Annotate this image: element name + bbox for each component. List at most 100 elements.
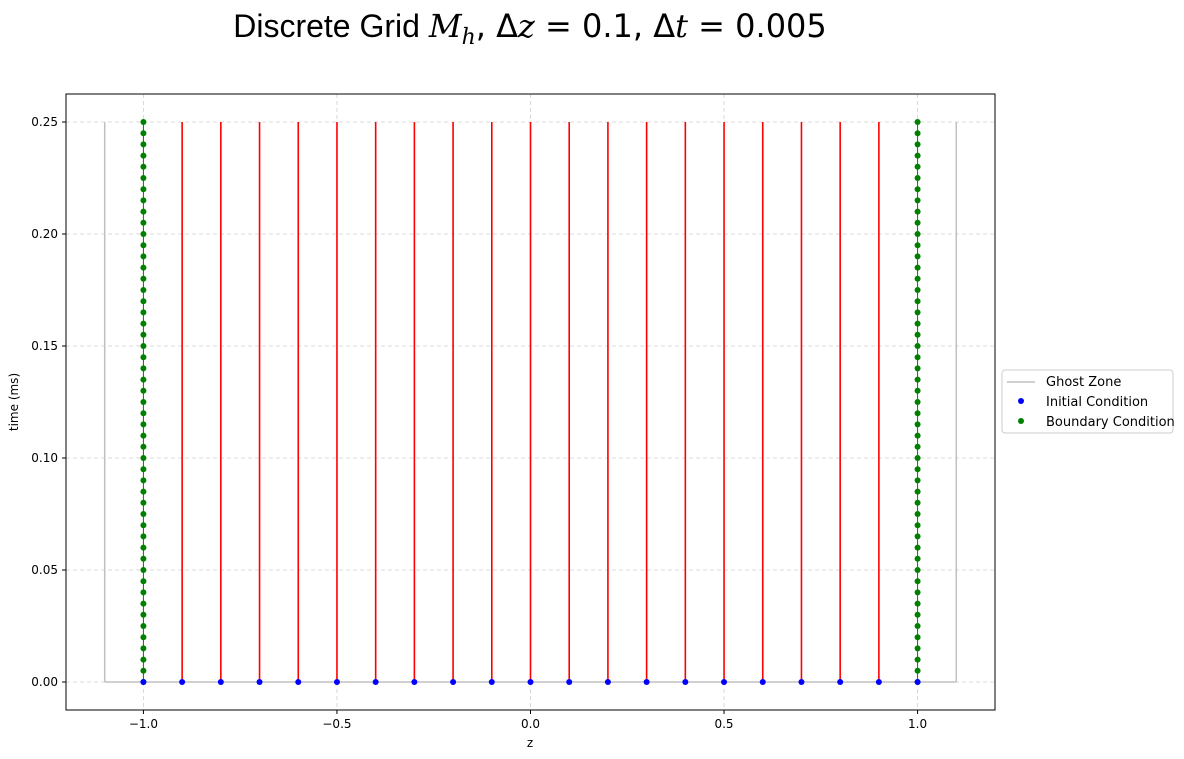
initial-condition-point — [295, 679, 302, 685]
data-points — [140, 119, 921, 685]
boundary-condition-point — [914, 544, 921, 551]
y-tick-label: 0.25 — [31, 115, 58, 129]
boundary-condition-point — [914, 567, 921, 573]
boundary-condition-point — [140, 275, 147, 282]
x-tick-label: 0.5 — [714, 717, 733, 731]
boundary-condition-point — [140, 667, 147, 674]
interior-grid-lines — [181, 122, 880, 682]
initial-condition-point — [179, 679, 186, 685]
boundary-condition-point — [140, 611, 147, 618]
legend-boundary-condition-label: Boundary Condition — [1046, 415, 1175, 430]
boundary-condition-point — [914, 656, 921, 663]
boundary-condition-point — [140, 264, 147, 271]
boundary-condition-point — [140, 387, 147, 394]
boundary-condition-point — [914, 287, 921, 293]
initial-condition-point — [140, 679, 147, 685]
boundary-condition-point — [914, 623, 921, 629]
boundary-condition-point — [914, 421, 921, 428]
y-tick-label: 0.10 — [31, 451, 58, 465]
boundary-condition-point — [140, 567, 147, 573]
initial-condition-point — [256, 679, 263, 685]
boundary-condition-point — [140, 410, 147, 417]
legend: Ghost Zone Initial Condition Boundary Co… — [1001, 369, 1175, 434]
title-dz-value: 0.1 — [582, 7, 633, 45]
boundary-condition-point — [914, 253, 921, 260]
boundary-condition-point — [914, 533, 921, 540]
boundary-condition-point — [914, 309, 921, 316]
y-axis-ticks: 0.00 0.05 0.10 0.15 0.20 0.25 — [31, 115, 66, 689]
boundary-condition-point — [914, 175, 921, 181]
boundary-condition-point — [914, 477, 921, 484]
initial-condition-point — [914, 679, 921, 685]
boundary-condition-point — [140, 343, 147, 349]
boundary-condition-point — [914, 600, 921, 607]
title-symbol: M — [428, 7, 463, 45]
initial-condition-point — [604, 679, 611, 685]
boundary-condition-point — [140, 443, 147, 450]
boundary-condition-point — [140, 219, 147, 226]
initial-condition-point — [488, 679, 495, 685]
title-delta-z-symbol: Δ — [496, 7, 518, 45]
initial-condition-point — [411, 679, 418, 685]
initial-condition-point — [682, 679, 689, 685]
boundary-condition-point — [914, 152, 921, 159]
x-tick-label: 1.0 — [908, 717, 927, 731]
boundary-condition-point — [914, 343, 921, 349]
boundary-condition-point — [140, 477, 147, 484]
initial-condition-point — [217, 679, 224, 685]
y-tick-label: 0.20 — [31, 227, 58, 241]
boundary-condition-point — [140, 287, 147, 293]
boundary-condition-point — [140, 354, 147, 361]
x-tick-label: −1.0 — [129, 717, 158, 731]
boundary-condition-point — [914, 455, 921, 461]
initial-condition-point — [643, 679, 650, 685]
boundary-condition-point — [140, 242, 147, 249]
initial-condition-point — [837, 679, 844, 685]
boundary-condition-point — [914, 589, 921, 596]
boundary-condition-point — [140, 432, 147, 439]
title-dt-equals: = — [688, 7, 735, 45]
initial-condition-point — [798, 679, 805, 685]
boundary-condition-point — [914, 130, 921, 137]
boundary-condition-point — [914, 410, 921, 417]
boundary-condition-point — [914, 466, 921, 473]
boundary-condition-point — [140, 511, 147, 517]
boundary-condition-point — [140, 197, 147, 204]
boundary-condition-point — [140, 455, 147, 461]
boundary-condition-point — [914, 488, 921, 495]
boundary-condition-point — [140, 600, 147, 607]
boundary-condition-point — [914, 511, 921, 517]
initial-condition-point — [721, 679, 728, 685]
boundary-condition-point — [140, 533, 147, 540]
title-delta-t-symbol: Δ — [653, 7, 675, 45]
title-separator-2: , — [633, 7, 653, 45]
boundary-condition-point — [140, 152, 147, 159]
boundary-condition-point — [914, 555, 921, 562]
boundary-condition-point — [140, 488, 147, 495]
boundary-condition-point — [914, 163, 921, 170]
boundary-condition-point — [914, 208, 921, 215]
boundary-condition-point — [140, 376, 147, 383]
boundary-condition-point — [914, 399, 921, 405]
boundary-condition-point — [140, 309, 147, 316]
boundary-condition-point — [140, 320, 147, 327]
x-axis-ticks: −1.0 −0.5 0.0 0.5 1.0 — [129, 710, 927, 731]
chart-title: Discrete Grid Mh, Δz = 0.1, Δt = 0.005 — [233, 7, 827, 50]
initial-condition-point — [450, 679, 457, 685]
boundary-condition-point — [914, 443, 921, 450]
boundary-condition-point — [914, 219, 921, 226]
boundary-condition-point — [140, 186, 147, 193]
title-dt-value: 0.005 — [735, 7, 827, 45]
boundary-condition-point — [140, 555, 147, 562]
y-tick-label: 0.00 — [31, 675, 58, 689]
legend-ghost-zone-label: Ghost Zone — [1046, 375, 1121, 390]
title-separator-1: , — [476, 7, 496, 45]
boundary-condition-point — [140, 656, 147, 663]
boundary-condition-point — [140, 298, 147, 305]
boundary-condition-point — [140, 119, 147, 125]
title-prefix: Discrete Grid — [233, 8, 429, 44]
boundary-condition-point — [914, 634, 921, 641]
y-tick-label: 0.15 — [31, 339, 58, 353]
initial-condition-point — [333, 679, 340, 685]
y-axis-label: time (ms) — [7, 373, 21, 431]
